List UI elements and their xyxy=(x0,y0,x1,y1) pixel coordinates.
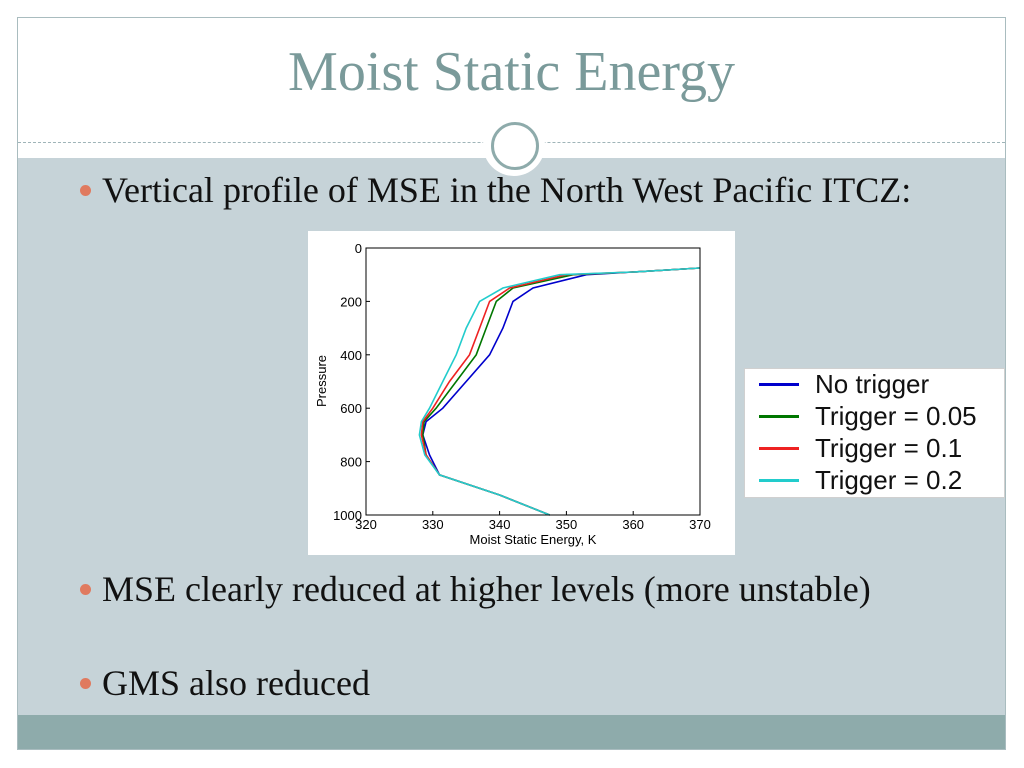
x-axis-label: Moist Static Energy, K xyxy=(470,532,597,547)
bullet-dot-icon xyxy=(80,584,91,595)
y-axis-label: Pressure xyxy=(314,355,329,407)
bullet-text: GMS also reduced xyxy=(102,663,370,703)
legend-swatch xyxy=(759,383,799,386)
y-tick-label: 800 xyxy=(340,455,362,470)
legend-label: No trigger xyxy=(815,369,930,399)
slide-title: Moist Static Energy xyxy=(288,41,735,103)
x-tick-label: 320 xyxy=(355,517,377,532)
bullet-dot-icon xyxy=(80,185,91,196)
legend-swatch xyxy=(759,415,799,418)
legend-swatch xyxy=(759,447,799,450)
chart-legend: No trigger Trigger = 0.05 Trigger = 0.1 … xyxy=(744,368,1005,498)
bullet-item: MSE clearly reduced at higher levels (mo… xyxy=(80,567,902,611)
x-tick-label: 330 xyxy=(422,517,444,532)
y-tick-label: 1000 xyxy=(333,508,362,523)
x-tick-label: 360 xyxy=(622,517,644,532)
bullet-item: GMS also reduced xyxy=(80,661,902,705)
y-tick-label: 200 xyxy=(340,294,362,309)
x-tick-label: 370 xyxy=(689,517,711,532)
legend-item: No trigger xyxy=(745,369,1004,399)
legend-item: Trigger = 0.05 xyxy=(745,401,1004,431)
x-tick-label: 350 xyxy=(556,517,578,532)
legend-label: Trigger = 0.1 xyxy=(815,433,963,463)
bullet-item: Vertical profile of MSE in the North Wes… xyxy=(80,168,972,212)
plot-frame xyxy=(365,247,701,516)
chart-canvas: 320 330 340 350 360 370 0 200 400 600 800 1000 Moi… xyxy=(314,241,711,547)
y-tick-label: 0 xyxy=(355,241,362,256)
legend-item: Trigger = 0.1 xyxy=(745,433,1004,463)
mse-profile-chart: 320 330 340 350 360 370 0 200 400 600 800 1000 Moi… xyxy=(308,231,735,555)
bullet-dot-icon xyxy=(80,678,91,689)
y-tick-label: 600 xyxy=(340,401,362,416)
bullet-list: Vertical profile of MSE in the North Wes… xyxy=(18,18,1005,749)
bullet-text: Vertical profile of MSE in the North Wes… xyxy=(102,170,912,210)
divider-medallion-icon xyxy=(483,114,545,176)
series-line-4 xyxy=(418,267,701,516)
series-line-1 xyxy=(421,267,701,516)
legend-label: Trigger = 0.05 xyxy=(815,401,977,431)
legend-label: Trigger = 0.2 xyxy=(815,465,963,495)
series-line-3 xyxy=(420,267,701,516)
bullet-text: MSE clearly reduced at higher levels (mo… xyxy=(102,569,871,609)
legend-swatch xyxy=(759,479,799,482)
y-tick-label: 400 xyxy=(340,348,362,363)
x-tick-label: 340 xyxy=(489,517,511,532)
footer-band xyxy=(18,715,1005,749)
slide: Moist Static Energy Vertical profile of … xyxy=(17,17,1006,750)
legend-item: Trigger = 0.2 xyxy=(745,465,1004,495)
series-line-2 xyxy=(421,267,701,516)
